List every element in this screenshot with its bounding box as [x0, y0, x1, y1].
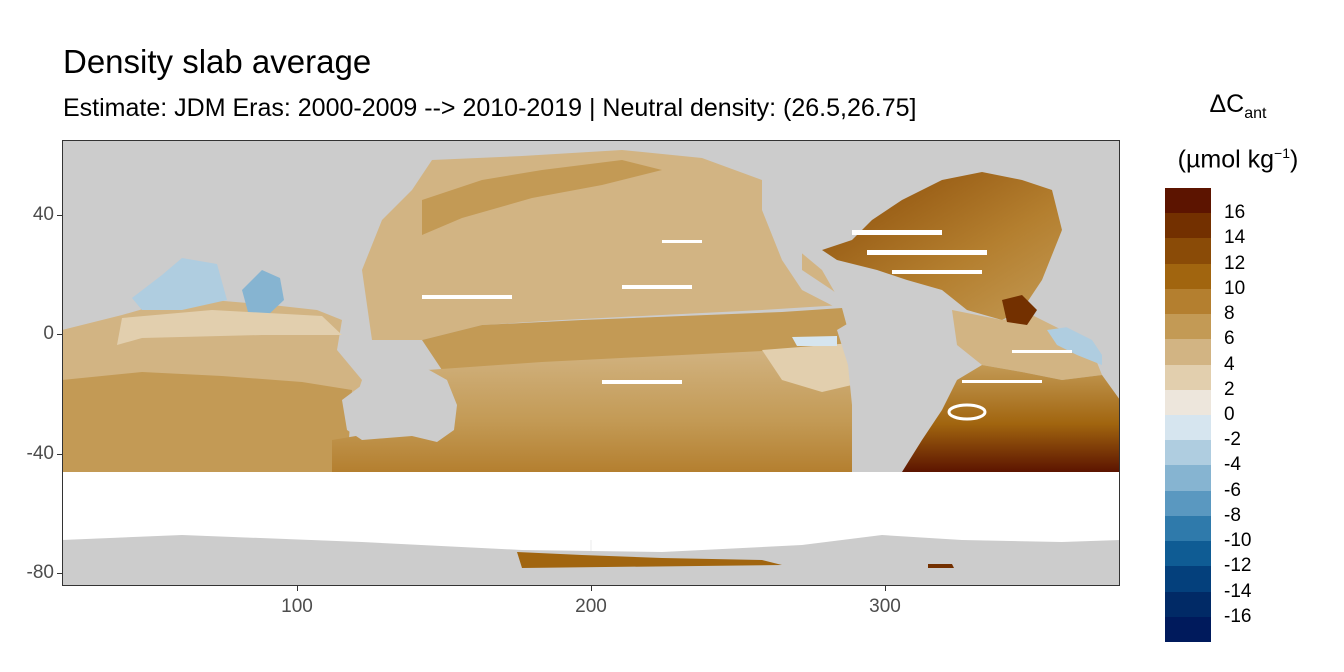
x-tick-mark	[885, 586, 886, 591]
bay-of-bengal-blue	[242, 270, 284, 316]
equatorial-pacific	[422, 308, 852, 370]
south-america-land	[837, 315, 957, 500]
legend-label: 2	[1224, 378, 1235, 400]
legend-label: -12	[1224, 555, 1252, 577]
map-panel	[62, 140, 1120, 586]
legend-swatch	[1165, 263, 1211, 290]
y-tick-mark	[57, 215, 62, 216]
africa-west-coast-deep	[1002, 295, 1037, 325]
legend-swatch	[1165, 465, 1211, 492]
indian-ocean-north-blue	[132, 258, 227, 310]
legend-swatch	[1165, 288, 1211, 315]
legend-swatch	[1165, 415, 1211, 441]
x-tick-label: 300	[869, 596, 901, 617]
y-tick-mark	[57, 334, 62, 335]
nodata-streaks	[422, 230, 1072, 421]
north-atlantic-region	[822, 172, 1062, 320]
legend-label: 16	[1224, 202, 1246, 224]
tropical-atlantic	[952, 310, 1102, 380]
legend-swatch	[1165, 314, 1211, 340]
australia-land	[342, 366, 457, 442]
north-america-land	[762, 140, 962, 308]
legend-label: -16	[1224, 605, 1252, 627]
y-tick-mark	[57, 573, 62, 574]
x-tick-mark	[297, 586, 298, 591]
legend-swatch	[1165, 364, 1211, 391]
legend-label: 8	[1224, 303, 1235, 325]
legend-label: -8	[1224, 504, 1241, 526]
legend-swatch	[1165, 566, 1211, 593]
legend-label: -4	[1224, 454, 1241, 476]
legend-label: 10	[1224, 277, 1246, 299]
east-pacific-light	[762, 343, 852, 392]
legend-label: -14	[1224, 580, 1252, 602]
southern-nodata-band	[62, 472, 1120, 540]
y-tick-label: 0	[43, 323, 54, 344]
x-tick-label: 200	[575, 596, 607, 617]
legend-label: -10	[1224, 530, 1252, 552]
legend-swatch	[1165, 213, 1211, 239]
legend-label: 4	[1224, 353, 1235, 375]
weddell-sea-shelf	[928, 564, 954, 568]
equatorial-indian-light	[117, 310, 342, 345]
legend-label: 0	[1224, 404, 1235, 425]
ocean-map	[62, 140, 1120, 586]
x-tick-mark	[591, 586, 592, 591]
legend-swatch	[1165, 490, 1211, 517]
legend-label: 6	[1224, 328, 1235, 350]
legend-swatch	[1165, 591, 1211, 618]
ross-sea-shelf	[517, 552, 782, 568]
x-tick-label: 100	[281, 596, 313, 617]
legend-swatch	[1165, 515, 1211, 542]
indian-ocean-south	[62, 372, 352, 472]
europe-land	[1052, 140, 1120, 210]
y-tick-mark	[57, 454, 62, 455]
legend-label: -2	[1224, 429, 1241, 451]
y-tick-label: -40	[26, 443, 54, 464]
legend-label: 14	[1224, 227, 1246, 249]
chart-subtitle: Estimate: JDM Eras: 2000-2009 --> 2010-2…	[63, 94, 917, 122]
east-pacific-blue	[792, 336, 837, 346]
legend-swatch	[1165, 541, 1211, 567]
legend-colorbar	[1165, 188, 1211, 642]
chart-title: Density slab average	[63, 43, 372, 80]
legend-swatch	[1165, 339, 1211, 366]
legend-swatch	[1165, 188, 1211, 214]
pacific-ocean-south	[332, 345, 852, 472]
legend-title: ΔCant (µmol kg−1)	[1177, 90, 1299, 174]
legend-label: 12	[1224, 252, 1246, 274]
legend-swatch	[1165, 389, 1211, 416]
legend-swatch	[1165, 238, 1211, 265]
legend-swatch	[1165, 616, 1211, 642]
legend-label: -6	[1224, 479, 1241, 501]
legend-swatch	[1165, 440, 1211, 466]
y-tick-label: 40	[32, 204, 54, 225]
south-atlantic-region	[902, 365, 1120, 472]
kuroshio-extension	[422, 160, 662, 235]
y-tick-label: -80	[26, 562, 54, 583]
